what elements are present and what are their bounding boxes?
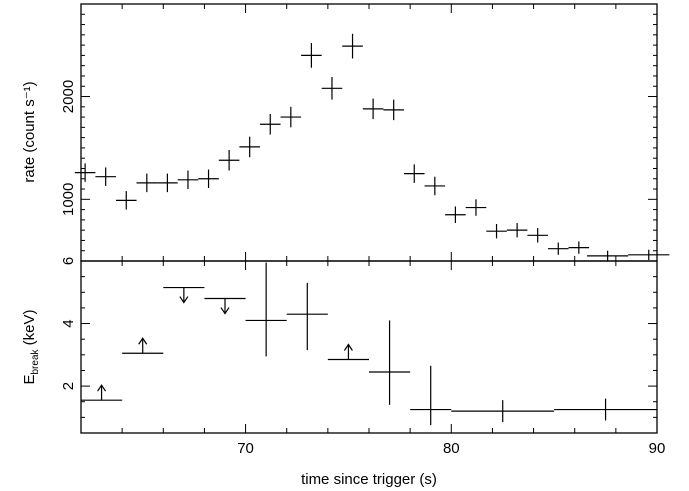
rate-data-point: [465, 199, 487, 216]
energy-y-axis-title: Ebreak (keV): [21, 309, 41, 384]
rate-data-point: [383, 99, 404, 121]
rate-data-point: [568, 241, 590, 254]
rate-data-point: [506, 222, 528, 238]
rate-data-point: [628, 249, 670, 260]
x-tick-label: 90: [649, 440, 666, 457]
energy-y-tick-label: 6: [60, 257, 77, 265]
rate-data-point: [403, 164, 425, 183]
energy-data-point: [245, 262, 287, 357]
energy-limit-arrow-head: [97, 384, 107, 392]
rate-data-point: [280, 106, 302, 128]
rate-data-point: [136, 173, 158, 193]
rate-data-point: [342, 33, 363, 59]
energy-data-point: [451, 400, 555, 423]
rate-data-point: [74, 163, 96, 182]
rate-panel-marks: [74, 33, 670, 261]
rate-data-point: [115, 191, 137, 210]
energy-y-tick-label: 2: [60, 382, 77, 390]
rate-panel-axes: 1000 2000: [60, 3, 658, 261]
rate-data-point: [587, 250, 629, 261]
energy-data-point: [204, 297, 246, 315]
energy-y-axis-symbol: E: [21, 375, 38, 385]
energy-panel-axes: 70 80 90 2 4 6: [60, 257, 665, 457]
rate-data-point: [239, 136, 260, 158]
rate-data-point: [547, 242, 569, 255]
rate-data-point: [424, 176, 446, 196]
rate-data-point: [527, 228, 548, 243]
rate-y-tick-label: 2000: [60, 80, 77, 113]
energy-limit-arrow-head: [343, 343, 353, 351]
rate-y-axis-title: rate (count s⁻¹): [21, 81, 38, 182]
rate-y-tick-label: 1000: [60, 183, 77, 216]
energy-panel-frame: [80, 260, 658, 434]
rate-data-point: [177, 170, 199, 190]
energy-data-point: [410, 365, 452, 426]
rate-data-point: [157, 173, 178, 193]
rate-data-point: [301, 43, 322, 68]
rate-data-point: [486, 223, 507, 239]
rate-data-point: [321, 76, 343, 100]
rate-data-point: [259, 113, 281, 135]
x-tick-label: 80: [443, 440, 460, 457]
energy-limit-arrow-head: [138, 337, 148, 345]
energy-y-axis-subscript: break: [30, 348, 41, 374]
rate-data-point: [95, 167, 116, 186]
energy-limit-arrow-head: [179, 296, 189, 304]
energy-data-point: [81, 384, 123, 401]
energy-limit-arrow-head: [220, 307, 230, 315]
rate-data-point: [218, 149, 240, 171]
x-axis-title: time since trigger (s): [301, 471, 437, 488]
x-tick-label: 70: [237, 440, 254, 457]
energy-data-point: [327, 343, 369, 361]
energy-y-tick-label: 4: [60, 319, 77, 327]
energy-data-point: [286, 282, 328, 351]
rate-data-point: [362, 98, 384, 120]
energy-data-point: [369, 320, 411, 405]
energy-data-point: [554, 398, 657, 421]
rate-data-point: [198, 169, 219, 189]
energy-panel-marks: [81, 262, 657, 426]
energy-y-axis-unit: (keV): [21, 309, 38, 349]
rate-data-point: [445, 206, 466, 223]
rate-panel-frame: [80, 3, 658, 262]
energy-data-point: [163, 286, 205, 304]
energy-data-point: [122, 337, 164, 354]
